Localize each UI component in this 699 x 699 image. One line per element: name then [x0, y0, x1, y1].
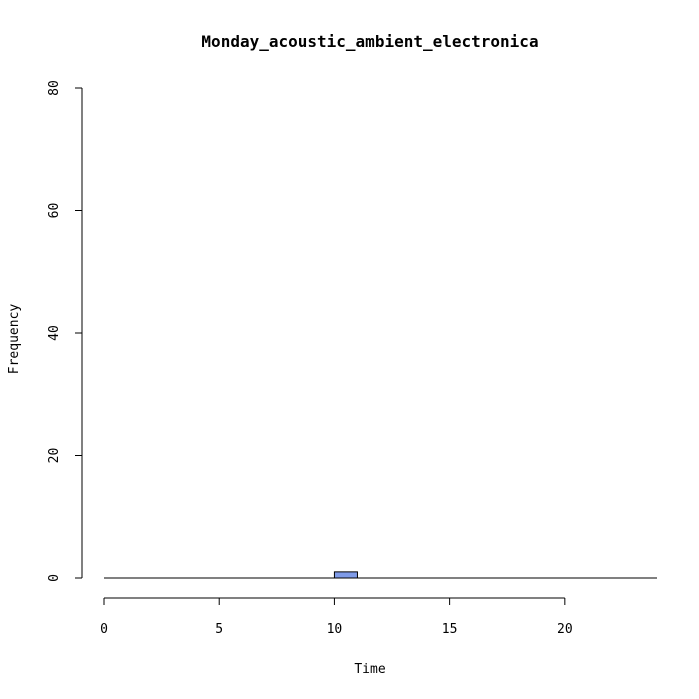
x-tick-label: 10	[327, 622, 343, 637]
x-axis-label: Time	[354, 662, 385, 677]
y-tick-label: 20	[47, 448, 62, 464]
histogram-bar	[333, 571, 358, 579]
x-axis: 0 5 10 15 20	[100, 597, 573, 637]
y-axis-label: Frequency	[7, 304, 22, 375]
x-tick-label: 5	[215, 622, 223, 637]
y-tick-label: 0	[47, 574, 62, 582]
x-tick-label: 0	[100, 622, 108, 637]
chart-title: Monday_acoustic_ambient_electronica	[201, 32, 538, 51]
y-tick-label: 80	[47, 80, 62, 96]
histogram-bars	[333, 571, 358, 579]
y-tick-label: 40	[47, 325, 62, 341]
x-tick-label: 20	[557, 622, 573, 637]
x-tick-label: 15	[442, 622, 458, 637]
y-tick-label: 60	[47, 203, 62, 219]
y-axis: 0 20 40 60 80	[47, 80, 83, 582]
